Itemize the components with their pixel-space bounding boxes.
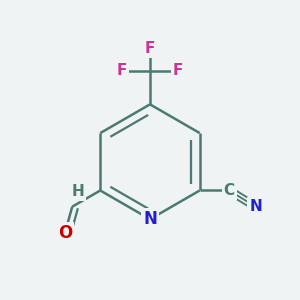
Text: F: F xyxy=(145,41,155,56)
Text: N: N xyxy=(143,210,157,228)
Text: H: H xyxy=(72,184,85,200)
Text: O: O xyxy=(58,224,72,242)
Text: C: C xyxy=(224,183,235,198)
Text: F: F xyxy=(117,63,127,78)
Text: N: N xyxy=(249,199,262,214)
Text: F: F xyxy=(173,63,183,78)
